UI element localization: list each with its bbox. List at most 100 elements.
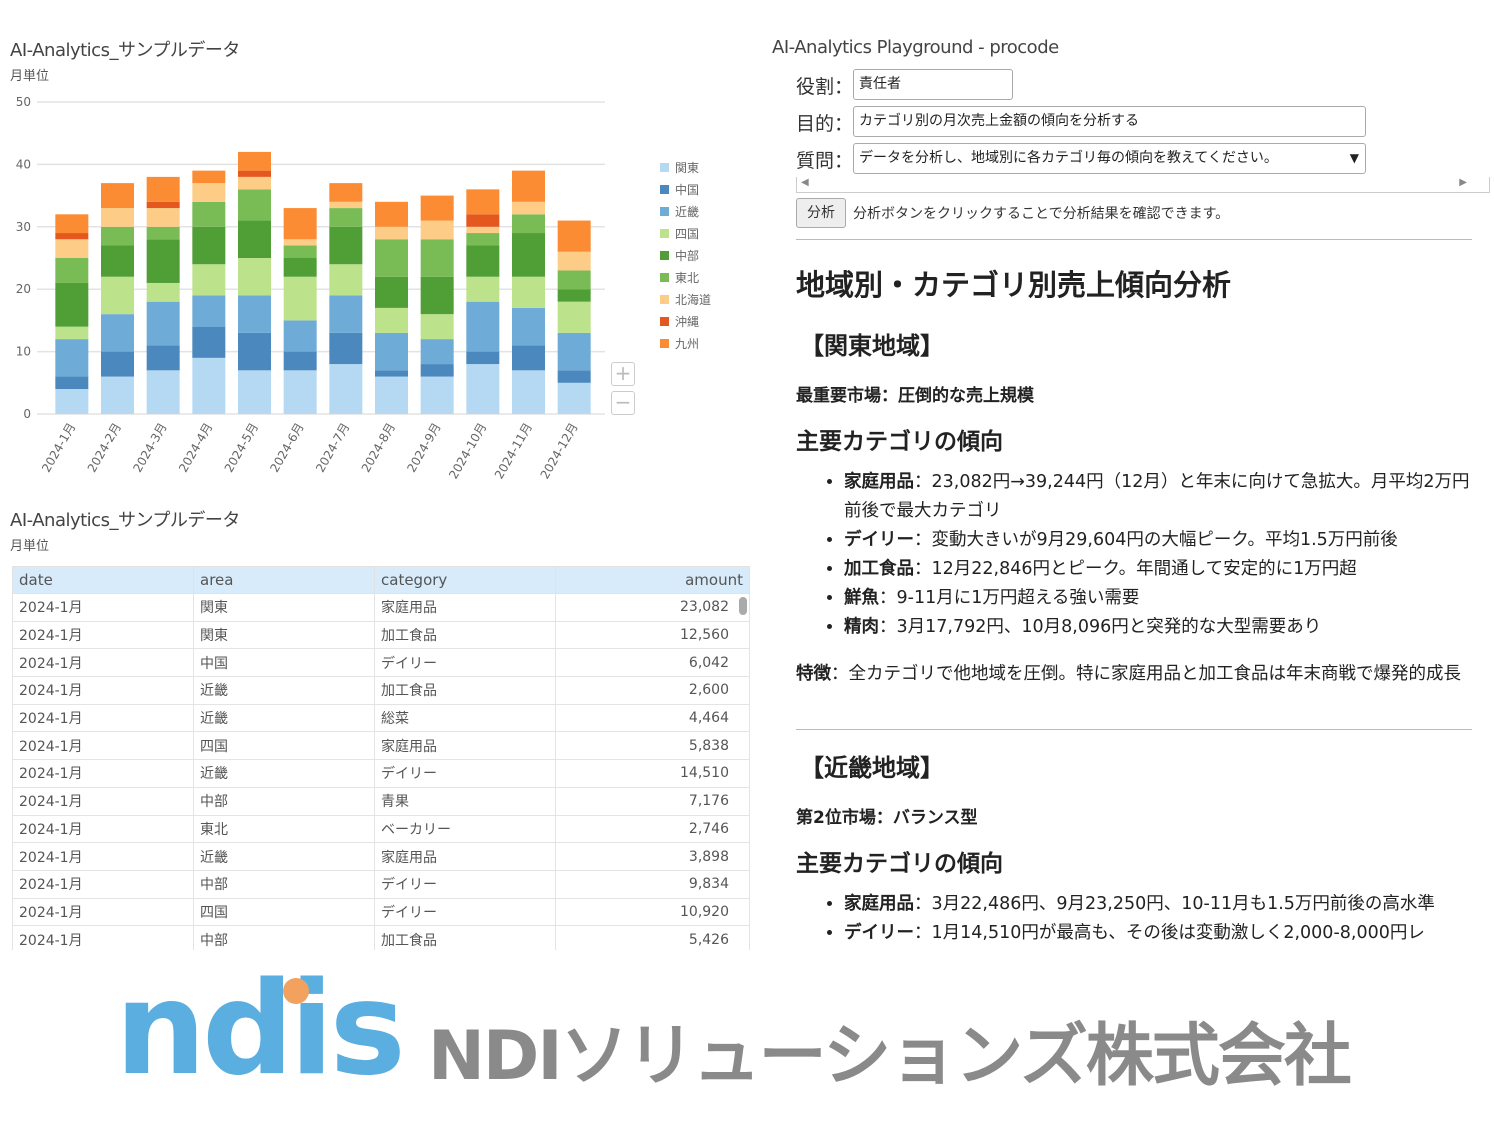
bar-segment-東北 bbox=[420, 239, 454, 277]
table-row[interactable]: 2024-1月 関東 家庭用品 23,082 bbox=[12, 593, 750, 622]
divider bbox=[796, 239, 1472, 240]
cell-date: 2024-1月 bbox=[12, 620, 194, 650]
table-row[interactable]: 2024-1月 中部 加工食品 5,426 bbox=[12, 925, 750, 950]
company-name: NDIソリューションズ株式会社 bbox=[428, 1017, 1352, 1096]
bar-segment-四国 bbox=[512, 276, 545, 308]
cell-area: 中部 bbox=[193, 869, 375, 899]
horizontal-scrollbar[interactable]: ◀ ▶ bbox=[796, 177, 1490, 193]
bar-segment-東北 bbox=[192, 201, 226, 227]
bar-segment-中部 bbox=[420, 276, 454, 315]
cell-amount: 9,834 bbox=[555, 869, 750, 899]
bar-segment-中国 bbox=[420, 364, 454, 377]
logo-dot bbox=[283, 978, 309, 1004]
table-row[interactable]: 2024-1月 中部 青果 7,176 bbox=[12, 786, 750, 816]
bar-segment-九州 bbox=[329, 183, 363, 202]
table-scrollbar[interactable] bbox=[739, 597, 747, 615]
data-table-container: date area category amount 2024-1月 関東 家庭用品 2… bbox=[0, 560, 760, 950]
bar-segment-中国 bbox=[512, 345, 545, 371]
bar-segment-四国 bbox=[420, 314, 454, 340]
analyze-button[interactable]: 分析 bbox=[796, 198, 846, 228]
table-row[interactable]: 2024-1月 近畿 家庭用品 3,898 bbox=[12, 842, 750, 871]
bar-segment-関東 bbox=[101, 376, 134, 414]
bar-segment-四国 bbox=[375, 307, 408, 333]
bar-segment-中部 bbox=[512, 233, 545, 277]
bar-segment-近畿 bbox=[146, 301, 180, 346]
cell-area: 近畿 bbox=[193, 759, 375, 788]
cell-date: 2024-1月 bbox=[12, 593, 194, 622]
bar-segment-中国 bbox=[329, 332, 363, 365]
cell-category: 家庭用品 bbox=[374, 593, 556, 622]
legend-swatch bbox=[660, 339, 669, 348]
kanto-category-list: 家庭用品：23,082円→39,244円（12月）と年末に向けて急拡大。月平均2… bbox=[822, 468, 1472, 642]
bar-segment-中部 bbox=[329, 226, 363, 265]
bar-segment-中国 bbox=[146, 345, 180, 371]
cell-area: 近畿 bbox=[193, 842, 375, 871]
bar-segment-九州 bbox=[420, 195, 454, 221]
bar-segment-四国 bbox=[238, 258, 271, 296]
bar-segment-北海道 bbox=[283, 239, 317, 246]
bar-segment-関東 bbox=[192, 357, 226, 414]
table-subtitle: 月単位 bbox=[10, 539, 50, 554]
legend-label: 中部 bbox=[675, 248, 699, 263]
bar-segment-北海道 bbox=[55, 239, 89, 258]
role-input[interactable]: 責任者 bbox=[853, 69, 1013, 100]
bar-segment-近畿 bbox=[329, 295, 363, 333]
bar-segment-四国 bbox=[101, 276, 134, 315]
cell-date: 2024-1月 bbox=[12, 731, 194, 761]
column-header-date[interactable]: date bbox=[12, 566, 194, 594]
cell-date: 2024-1月 bbox=[12, 759, 194, 788]
bar-segment-関東 bbox=[557, 382, 591, 414]
cell-area: 四国 bbox=[193, 897, 375, 927]
bar-segment-近畿 bbox=[420, 339, 454, 365]
bar-segment-九州 bbox=[557, 220, 591, 252]
table-row[interactable]: 2024-1月 中国 デイリー 6,042 bbox=[12, 648, 750, 678]
zoom-out-button[interactable]: − bbox=[611, 391, 635, 415]
column-header-amount[interactable]: amount bbox=[555, 566, 750, 594]
table-row[interactable]: 2024-1月 中部 デイリー 9,834 bbox=[12, 869, 750, 899]
cell-category: デイリー bbox=[374, 759, 556, 788]
column-header-area[interactable]: area bbox=[193, 566, 375, 594]
cell-date: 2024-1月 bbox=[12, 786, 194, 816]
divider bbox=[796, 729, 1472, 730]
question-select[interactable]: データを分析し、地域別に各カテゴリ毎の傾向を教えてください。 ▼ bbox=[853, 143, 1366, 174]
bar-segment-中国 bbox=[283, 351, 317, 371]
bar-segment-沖縄 bbox=[146, 201, 180, 209]
table-row[interactable]: 2024-1月 四国 家庭用品 5,838 bbox=[12, 731, 750, 761]
bar-segment-東北 bbox=[101, 226, 134, 246]
x-tick-label: 2024-8月 bbox=[359, 421, 398, 475]
bar-segment-北海道 bbox=[512, 201, 545, 215]
bar-segment-北海道 bbox=[101, 208, 134, 227]
bar-segment-中部 bbox=[375, 276, 408, 308]
cell-amount: 5,838 bbox=[555, 731, 750, 761]
cell-amount: 2,600 bbox=[555, 676, 750, 705]
table-row[interactable]: 2024-1月 関東 加工食品 12,560 bbox=[12, 620, 750, 650]
table-row[interactable]: 2024-1月 東北 ベーカリー 2,746 bbox=[12, 814, 750, 844]
zoom-in-button[interactable]: + bbox=[611, 362, 635, 386]
bar-segment-中国 bbox=[375, 370, 408, 377]
cell-area: 中部 bbox=[193, 925, 375, 950]
bar-segment-中部 bbox=[283, 258, 317, 277]
bar-segment-中部 bbox=[557, 289, 591, 302]
y-tick-label: 20 bbox=[16, 282, 31, 296]
bar-segment-東北 bbox=[466, 233, 500, 246]
bar-segment-中部 bbox=[55, 282, 89, 327]
legend-swatch bbox=[660, 273, 669, 282]
scroll-left-icon[interactable]: ◀ bbox=[801, 177, 809, 188]
column-header-category[interactable]: category bbox=[374, 566, 556, 594]
bar-segment-近畿 bbox=[283, 320, 317, 352]
table-row[interactable]: 2024-1月 近畿 総菜 4,464 bbox=[12, 703, 750, 733]
cell-category: 青果 bbox=[374, 786, 556, 816]
scroll-right-icon[interactable]: ▶ bbox=[1459, 177, 1467, 188]
legend-swatch bbox=[660, 163, 669, 172]
cell-area: 関東 bbox=[193, 620, 375, 650]
cell-area: 中国 bbox=[193, 648, 375, 678]
cell-category: 家庭用品 bbox=[374, 731, 556, 761]
bar-segment-中部 bbox=[466, 245, 500, 277]
table-row[interactable]: 2024-1月 近畿 デイリー 14,510 bbox=[12, 759, 750, 788]
cell-category: デイリー bbox=[374, 648, 556, 678]
table-row[interactable]: 2024-1月 四国 デイリー 10,920 bbox=[12, 897, 750, 927]
purpose-input[interactable]: カテゴリ別の月次売上金額の傾向を分析する bbox=[853, 106, 1366, 137]
bar-segment-東北 bbox=[375, 239, 408, 277]
table-row[interactable]: 2024-1月 近畿 加工食品 2,600 bbox=[12, 676, 750, 705]
bar-segment-中国 bbox=[55, 376, 89, 390]
